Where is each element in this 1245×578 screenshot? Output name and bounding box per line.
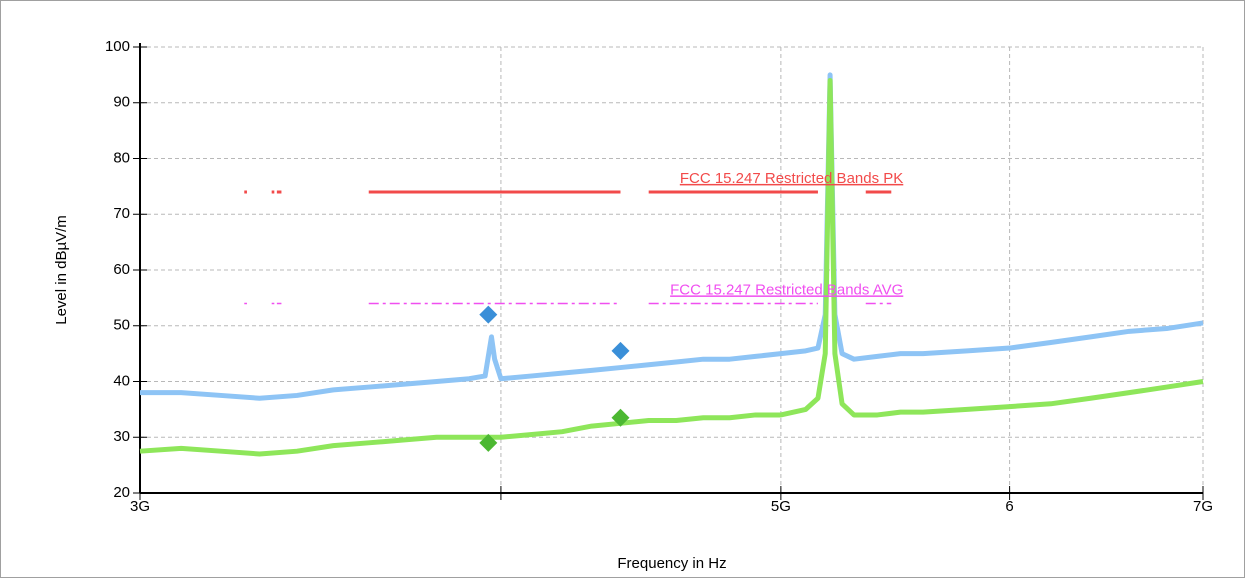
marker [479, 305, 498, 324]
y-tick-label: 100 [105, 38, 130, 55]
x-axis-label: Frequency in Hz [617, 555, 726, 572]
x-tick-label: 3G [130, 498, 150, 515]
trace [139, 77, 1204, 457]
trace [140, 72, 1204, 401]
x-tick-label: 6 [1005, 498, 1013, 515]
y-tick-label: 90 [113, 94, 130, 111]
y-tick-label: 70 [113, 205, 130, 222]
y-tick-label: 60 [113, 261, 130, 278]
y-tick-label: 30 [113, 428, 130, 445]
x-tick-label: 7G [1193, 498, 1213, 515]
y-tick-label: 80 [113, 149, 130, 166]
limit-label: FCC 15.247 Restricted Bands PK [680, 170, 903, 187]
y-tick-label: 40 [113, 372, 130, 389]
marker [479, 433, 498, 452]
x-tick-label: 5G [771, 498, 791, 515]
limit-label: FCC 15.247 Restricted Bands AVG [670, 281, 903, 298]
y-axis-label: Level in dBµV/m [53, 215, 70, 325]
marker [611, 408, 630, 427]
y-tick-label: 20 [113, 484, 130, 501]
y-tick-label: 50 [113, 317, 130, 334]
marker [611, 341, 630, 360]
